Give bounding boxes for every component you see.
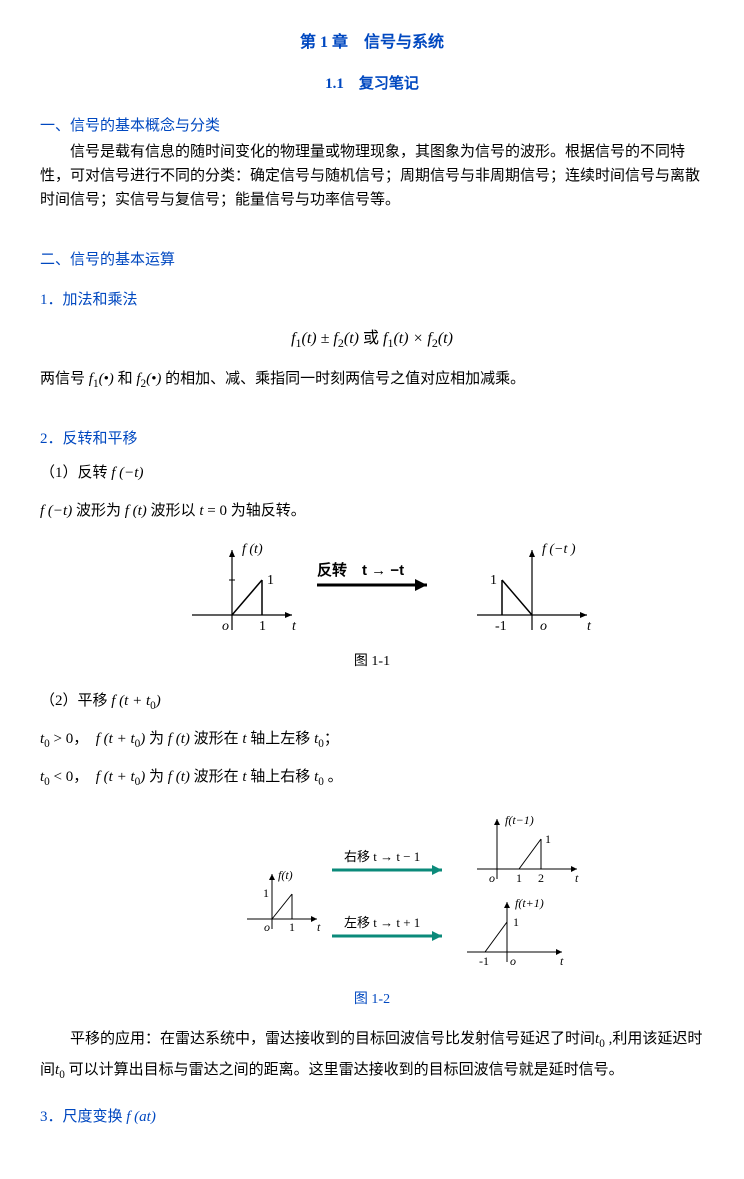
x-axis: t	[292, 619, 297, 634]
section-title: 1.1 复习笔记	[40, 72, 704, 96]
y-label: f(t−1)	[505, 813, 534, 827]
sec2-sub2-line2b: t0 < 0， f (t + t0) 为 f (t) 波形在 t 轴上右移 t0…	[40, 765, 704, 791]
sec2-sub1-formula: f1(t) ± f2(t) 或 f1(t) × f2(t)	[40, 326, 704, 353]
y-label: f(t+1)	[515, 896, 544, 910]
y-label: f (−t )	[542, 542, 576, 557]
sec2-heading: 二、信号的基本运算	[40, 248, 704, 272]
sec2-sub2-line1: f (−t) 波形为 f (t) 波形以 t = 0 为轴反转。	[40, 499, 704, 523]
sec2-sub2-app: 平移的应用：在雷达系统中，雷达接收到的目标回波信号比发射信号延迟了时间t0 ,利…	[40, 1024, 704, 1087]
fig1-caption: 图 1-1	[40, 651, 704, 673]
chapter-title: 第 1 章 信号与系统	[40, 30, 704, 56]
figure-1-1: f (t) 1 o 1 t 反转 t → −t f (−t ) 1 -1 o t	[122, 535, 622, 645]
x-tick: -1	[495, 619, 507, 634]
sec1-para: 信号是载有信息的随时间变化的物理量或物理现象，其图象为信号的波形。根据信号的不同…	[40, 140, 704, 212]
x1: 1	[516, 871, 522, 885]
sec2-sub1-desc: 两信号 f1(•) 和 f2(•) 的相加、减、乘指同一时刻两信号之值对应相加减…	[40, 367, 704, 393]
origin: o	[222, 619, 229, 634]
arr-dn-label: 左移 t → t + 1	[344, 915, 420, 930]
t: 为轴反转。	[231, 503, 306, 519]
sec2-sub2-heading: 2．反转和平移	[40, 427, 704, 451]
label: （1）反转	[40, 465, 111, 481]
text: 两信号	[40, 371, 89, 387]
sec2-sub1-heading: 1．加法和乘法	[40, 288, 704, 312]
sec2-sub2-item2: （2）平移 f (t + t0)	[40, 689, 704, 715]
x-axis: t	[317, 920, 321, 934]
origin: o	[264, 920, 270, 934]
sec1-heading: 一、信号的基本概念与分类	[40, 114, 704, 138]
sec2-sub2-line2a: t0 > 0， f (t + t0) 为 f (t) 波形在 t 轴上左移 t0…	[40, 727, 704, 753]
x-axis: t	[575, 871, 579, 885]
t: 波形以	[151, 503, 200, 519]
text: 和	[114, 371, 137, 387]
x-axis: t	[560, 954, 564, 968]
t: 波形为	[76, 503, 125, 519]
y-tick: 1	[263, 886, 269, 900]
t: 3．尺度变换	[40, 1109, 126, 1125]
x-tick: 1	[259, 619, 266, 634]
y-tick: 1	[513, 915, 519, 929]
y-label: f (t)	[242, 542, 263, 557]
arrow-label: 反转 t → −t	[317, 561, 404, 579]
page: { "chapter_title":"第 1 章 信号与系统", "sectio…	[0, 0, 744, 1179]
label: （2）平移	[40, 693, 111, 709]
y-label: f(t)	[278, 868, 293, 882]
fig2-caption: 图 1-2	[40, 989, 704, 1011]
t: 平移的应用：在雷达系统中，雷达接收到的目标回波信号比发射信号延迟了时间	[70, 1031, 595, 1047]
y-tick: 1	[267, 573, 274, 588]
origin: o	[489, 871, 495, 885]
x-axis: t	[587, 619, 592, 634]
text: 的相加、减、乘指同一时刻两信号之值对应相加减乘。	[161, 371, 525, 387]
origin: o	[540, 619, 547, 634]
y-tick: 1	[545, 832, 551, 846]
origin: o	[510, 954, 516, 968]
x1: -1	[479, 954, 489, 968]
sec2-sub2-item1: （1）反转 f (−t)	[40, 461, 704, 485]
x2: 2	[538, 871, 544, 885]
figure-1-2: f(t) 1 o 1 t 右移 t → t − 1 左移 t → t + 1	[112, 809, 632, 979]
x-tick: 1	[289, 920, 295, 934]
sec2-sub3-heading: 3．尺度变换 f (at)	[40, 1105, 704, 1129]
arr-up-label: 右移 t → t − 1	[344, 849, 420, 864]
y-tick: 1	[490, 573, 497, 588]
t: 可以计算出目标与雷达之间的距离。这里雷达接收到的目标回波信号就是延时信号。	[65, 1062, 624, 1078]
